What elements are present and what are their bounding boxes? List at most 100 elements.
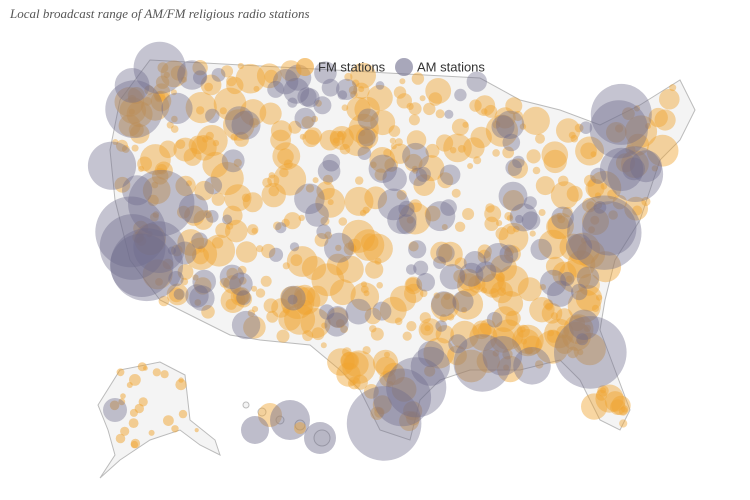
am-circle bbox=[294, 183, 325, 215]
fm-circle bbox=[348, 376, 361, 390]
fm-circle bbox=[251, 227, 258, 234]
fm-circle bbox=[162, 258, 174, 270]
fm-circle bbox=[648, 107, 668, 128]
fm-circle bbox=[251, 306, 259, 313]
fm-circle bbox=[175, 139, 186, 149]
fm-circle bbox=[369, 147, 396, 173]
am-circle bbox=[167, 246, 176, 255]
fm-circle bbox=[301, 255, 327, 281]
am-circle bbox=[99, 214, 166, 280]
am-circle bbox=[406, 264, 417, 275]
fm-circle bbox=[170, 89, 177, 96]
am-circle bbox=[567, 195, 642, 270]
fm-circle bbox=[475, 264, 505, 294]
fm-circle bbox=[507, 158, 528, 179]
fm-circle bbox=[352, 374, 368, 390]
am-circle bbox=[177, 60, 207, 90]
am-circle bbox=[417, 340, 444, 368]
fm-circle bbox=[562, 321, 591, 351]
fm-circle bbox=[346, 96, 371, 122]
am-circle bbox=[205, 210, 219, 223]
fm-circle bbox=[362, 346, 371, 355]
fm-circle bbox=[223, 109, 255, 141]
fm-circle bbox=[341, 104, 349, 111]
fm-circle bbox=[651, 165, 658, 172]
am-circle bbox=[495, 110, 525, 139]
am-circle bbox=[463, 251, 487, 274]
fm-circle bbox=[177, 205, 190, 219]
fm-circle bbox=[192, 59, 208, 76]
fm-circle bbox=[215, 222, 231, 238]
am-circle bbox=[466, 71, 487, 92]
fm-circle bbox=[341, 219, 376, 253]
fm-circle bbox=[374, 257, 382, 265]
am-circle bbox=[87, 141, 137, 190]
am-circle bbox=[336, 78, 358, 100]
fm-circle bbox=[485, 203, 495, 213]
fm-circle bbox=[360, 233, 379, 251]
am-circle bbox=[193, 70, 208, 85]
fm-circle bbox=[585, 178, 605, 198]
am-circle bbox=[386, 357, 447, 418]
fm-circle bbox=[430, 292, 460, 321]
am-circle bbox=[579, 121, 593, 134]
fm-circle bbox=[447, 313, 455, 321]
fm-circle bbox=[519, 123, 527, 130]
fm-circle bbox=[175, 379, 187, 391]
am-circle bbox=[178, 193, 209, 224]
fm-circle bbox=[340, 352, 358, 370]
fm-circle bbox=[225, 219, 248, 243]
fm-circle bbox=[150, 90, 172, 112]
fm-circle bbox=[457, 273, 481, 297]
fm-circle bbox=[376, 282, 384, 289]
fm-circle bbox=[137, 156, 153, 172]
fm-circle bbox=[566, 185, 583, 202]
fm-circle bbox=[404, 283, 424, 304]
fm-circle bbox=[497, 355, 524, 383]
fm-circle bbox=[406, 216, 414, 224]
am-circle bbox=[95, 196, 167, 268]
fm-circle bbox=[590, 251, 622, 283]
fm-circle bbox=[586, 201, 596, 211]
am-circle bbox=[103, 398, 127, 422]
am-circle bbox=[431, 291, 457, 317]
fm-circle bbox=[583, 324, 591, 332]
fm-circle bbox=[363, 233, 393, 264]
fm-circle bbox=[550, 181, 579, 210]
fm-circle bbox=[235, 290, 253, 308]
fm-circle bbox=[438, 241, 463, 267]
am-circle bbox=[313, 96, 332, 115]
am-circle bbox=[314, 61, 337, 84]
fm-circle bbox=[495, 272, 506, 283]
am-circle bbox=[270, 400, 310, 440]
fm-circle bbox=[641, 196, 651, 207]
am-circle bbox=[629, 150, 662, 183]
fm-circle bbox=[160, 370, 169, 379]
fm-circle bbox=[142, 259, 173, 290]
fm-circle bbox=[338, 217, 348, 226]
fm-circle bbox=[220, 65, 234, 78]
am-circle bbox=[231, 110, 261, 140]
fm-circle bbox=[391, 377, 417, 402]
fm-circle bbox=[379, 370, 396, 387]
fm-circle bbox=[479, 319, 496, 335]
fm-circle bbox=[249, 118, 259, 128]
fm-circle bbox=[169, 287, 184, 303]
fm-circle bbox=[243, 316, 266, 339]
am-circle bbox=[122, 175, 153, 206]
fm-circle bbox=[490, 254, 517, 282]
fm-circle bbox=[590, 215, 600, 225]
am-circle bbox=[185, 284, 209, 308]
fm-circle bbox=[364, 186, 388, 210]
fm-circle bbox=[282, 262, 290, 270]
fm-circle bbox=[152, 368, 161, 377]
fm-circle bbox=[283, 212, 302, 230]
fm-circle bbox=[544, 318, 574, 349]
fm-circle bbox=[178, 409, 188, 419]
fm-circle bbox=[472, 320, 491, 340]
fm-circle bbox=[211, 192, 225, 206]
fm-circle bbox=[532, 166, 541, 175]
fm-circle bbox=[151, 168, 169, 185]
fm-circle bbox=[184, 205, 205, 226]
fm-circle bbox=[302, 129, 320, 148]
